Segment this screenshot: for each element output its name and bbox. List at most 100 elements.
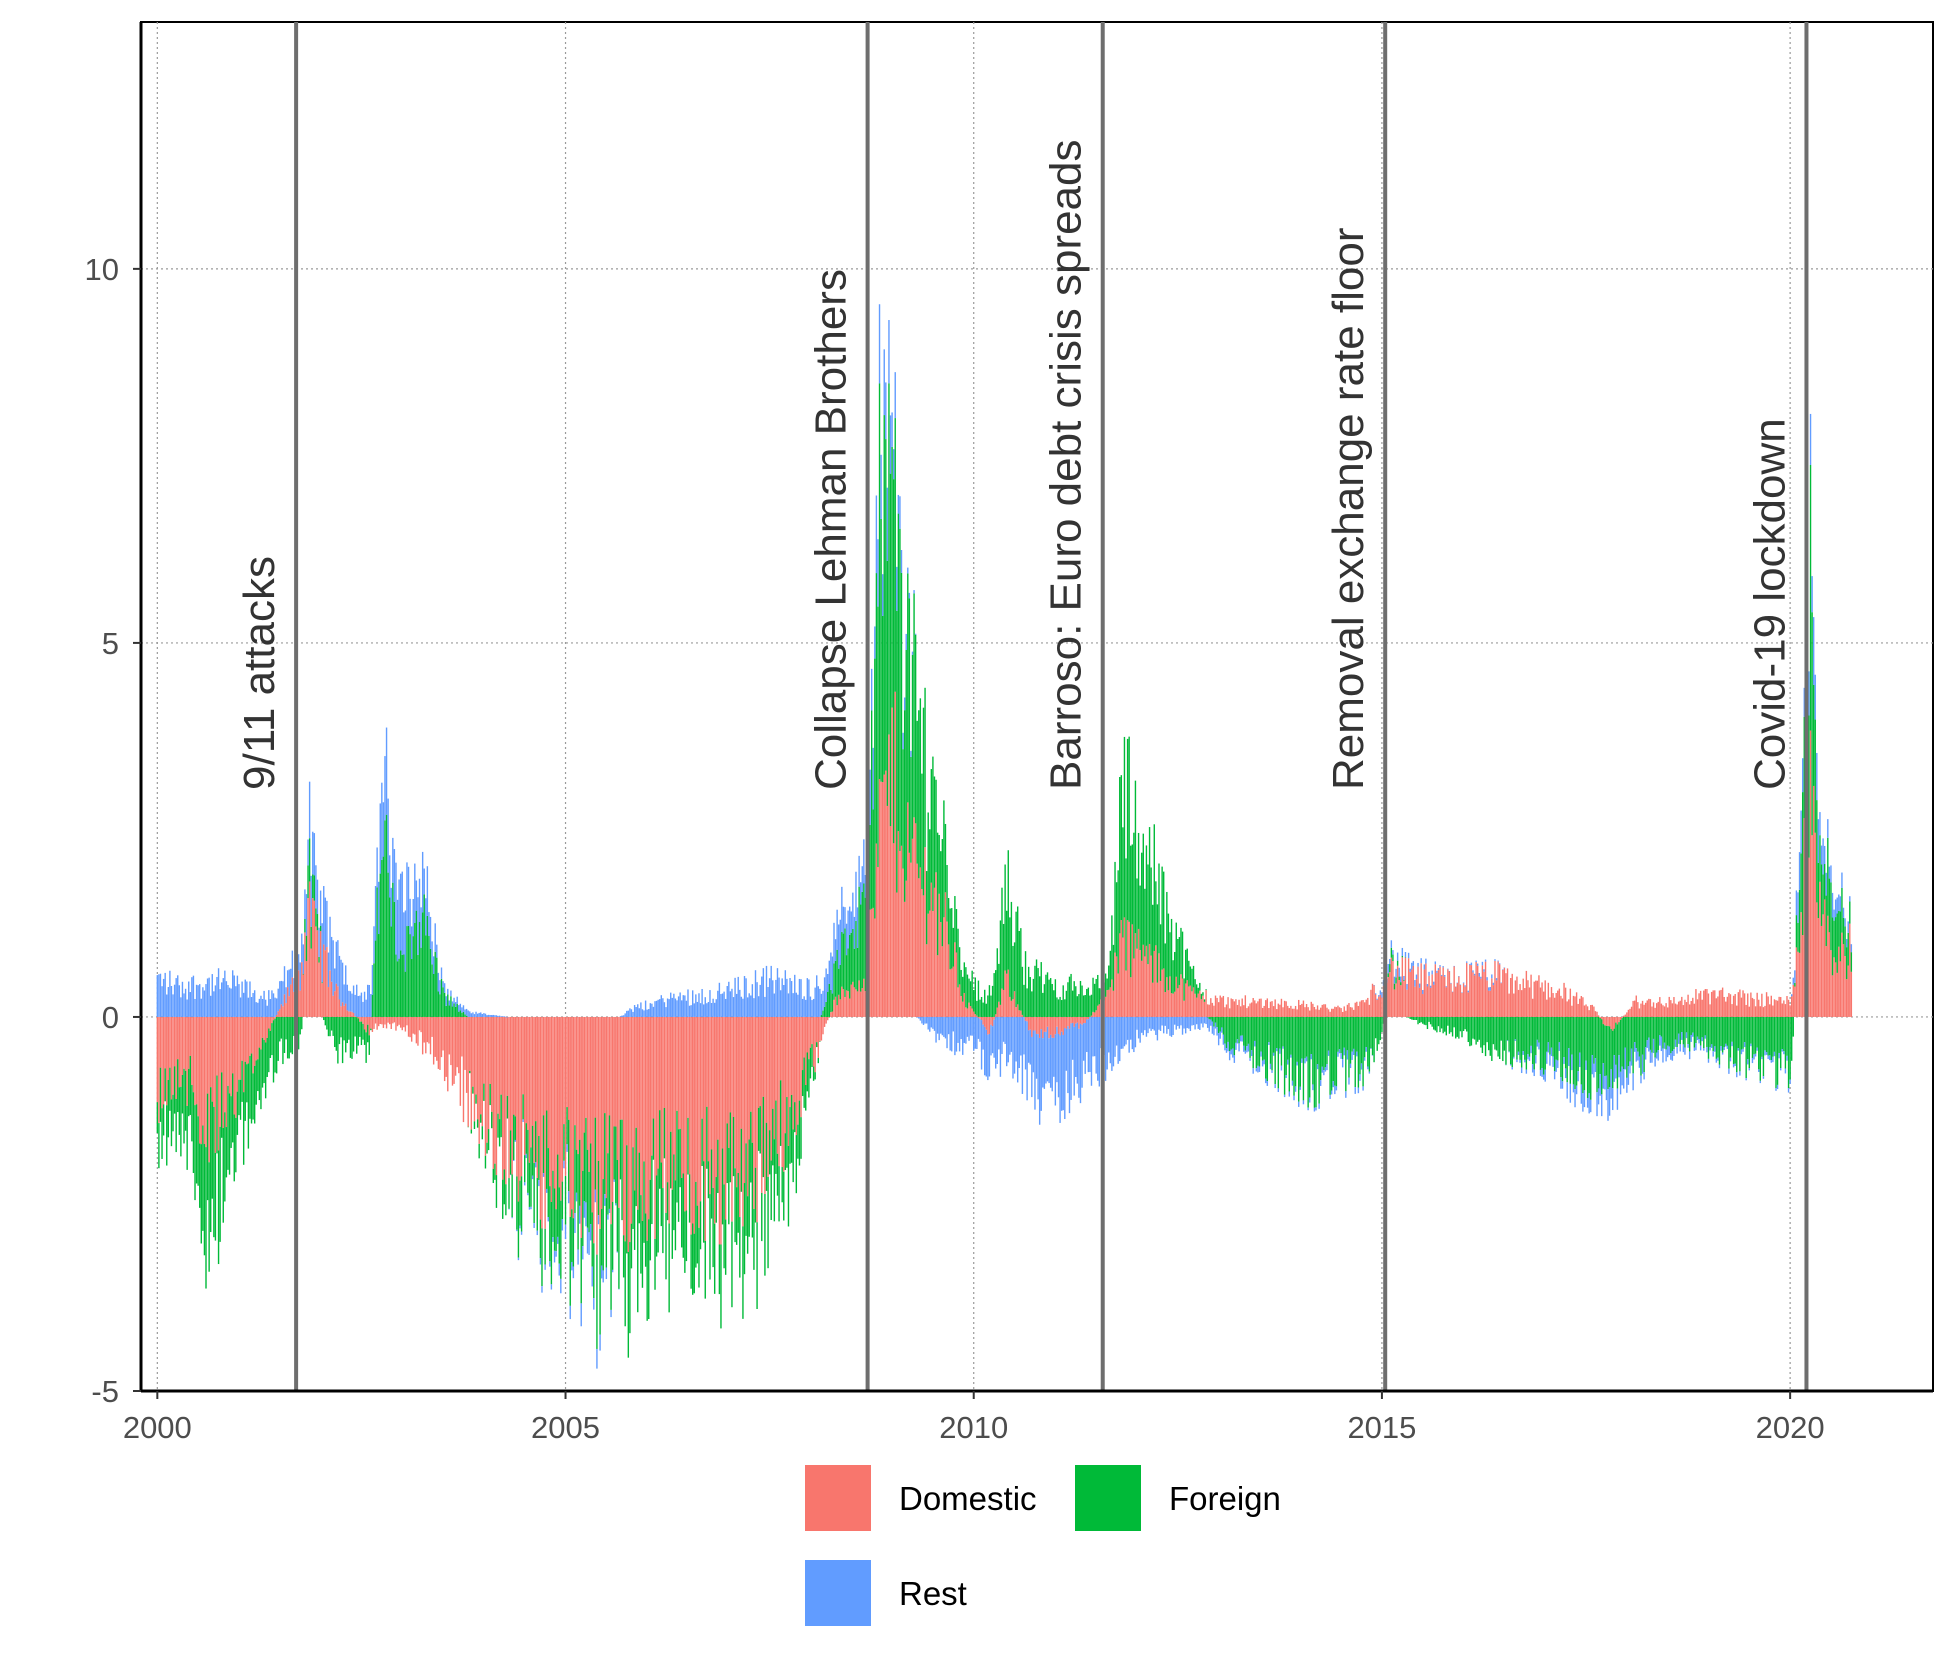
bar-foreign: [746, 1196, 749, 1254]
bar-foreign: [681, 1177, 683, 1248]
bar-domestic: [1638, 1008, 1641, 1017]
bar-domestic: [1442, 967, 1444, 1017]
bar-rest: [856, 907, 859, 948]
bar-rest: [1541, 1068, 1543, 1077]
bar-foreign: [341, 1016, 344, 1064]
bar-rest: [1604, 1076, 1606, 1090]
bar-rest: [423, 868, 425, 895]
bar-rest: [1560, 1077, 1562, 1089]
bar-rest: [1569, 1083, 1572, 1103]
bar-domestic: [1304, 1007, 1306, 1017]
bar-domestic: [764, 1016, 766, 1195]
bar-foreign: [828, 983, 830, 1017]
bar-foreign: [1500, 1016, 1502, 1041]
bar-rest: [330, 936, 333, 982]
bar-rest: [715, 999, 717, 1017]
bar-domestic: [1159, 980, 1162, 1017]
bar-rest: [1459, 984, 1462, 986]
bar-rest: [1445, 986, 1447, 988]
bar-domestic: [1315, 1009, 1317, 1017]
bar-foreign: [1811, 612, 1813, 836]
bar-foreign: [349, 1016, 352, 1058]
bar-foreign: [1298, 1016, 1300, 1102]
bar-foreign: [475, 1094, 477, 1104]
bar-rest: [1404, 952, 1407, 958]
bar-rest: [633, 1005, 636, 1017]
bar-foreign: [1378, 1016, 1380, 1045]
bar-domestic: [345, 1003, 347, 1017]
bar-domestic: [310, 948, 312, 1017]
bar-domestic: [161, 1016, 163, 1109]
bar-foreign: [286, 1016, 289, 1059]
bar-rest: [1048, 1038, 1050, 1084]
bar-rest: [280, 980, 283, 1005]
bar-domestic: [1629, 1008, 1631, 1017]
bar-domestic: [1778, 996, 1780, 1017]
bar-domestic: [297, 970, 300, 1017]
bar-rest: [373, 926, 375, 964]
bar-foreign: [670, 1131, 672, 1189]
bar-rest: [1597, 1088, 1600, 1105]
bar-domestic: [299, 990, 301, 1017]
bar-foreign: [930, 769, 933, 883]
bar-domestic: [1637, 1002, 1639, 1017]
bar-foreign: [1334, 1016, 1336, 1086]
plot-panel: [140, 21, 1934, 1392]
bar-foreign: [1450, 1016, 1452, 1033]
bar-foreign: [509, 1130, 512, 1175]
bar-rest: [916, 1016, 918, 1018]
bar-rest: [1152, 1016, 1154, 1030]
bar-foreign: [610, 1224, 612, 1310]
bar-domestic: [1740, 997, 1743, 1017]
bar-foreign: [754, 1167, 757, 1223]
bar-foreign: [806, 1052, 809, 1092]
bar-foreign: [231, 1073, 234, 1143]
bar-foreign: [1657, 1016, 1659, 1051]
bar-rest: [492, 1014, 495, 1017]
bar-foreign: [1258, 1016, 1261, 1067]
bar-foreign: [378, 934, 380, 1017]
bar-domestic: [648, 1016, 650, 1220]
bar-rest: [613, 1179, 615, 1182]
bar-rest: [604, 1194, 606, 1206]
bar-domestic: [227, 1016, 229, 1086]
bar-foreign: [1114, 861, 1116, 953]
bar-rest: [345, 965, 347, 1004]
bar-domestic: [1374, 994, 1377, 1017]
bar-rest: [1783, 1051, 1785, 1055]
bar-domestic: [1623, 1015, 1625, 1017]
bar-rest: [1279, 1048, 1281, 1054]
bar-foreign: [1362, 1016, 1364, 1087]
bar-foreign: [1591, 1016, 1594, 1056]
bar-rest: [1106, 1016, 1108, 1070]
bar-domestic: [1137, 928, 1140, 1017]
bar-rest: [414, 863, 416, 923]
bar-domestic: [1706, 989, 1708, 1017]
bar-rest: [1539, 1069, 1542, 1076]
bar-foreign: [195, 1104, 198, 1184]
bar-foreign: [1073, 981, 1075, 1017]
bar-domestic: [1572, 995, 1575, 1017]
bar-rest: [305, 894, 308, 936]
bar-rest: [275, 998, 278, 1015]
bar-foreign: [1247, 1016, 1250, 1044]
bar-domestic: [1789, 1005, 1791, 1017]
bar-domestic: [1823, 899, 1826, 1017]
bar-domestic: [396, 1016, 399, 1027]
bar-domestic: [1775, 1000, 1777, 1017]
bar-foreign: [1133, 832, 1135, 959]
bar-rest: [1536, 1039, 1539, 1047]
bar-rest: [958, 1016, 961, 1052]
bar-domestic: [1357, 1005, 1360, 1017]
bar-rest: [524, 1182, 526, 1186]
bar-domestic: [542, 1016, 545, 1116]
bar-rest: [671, 997, 673, 1017]
bar-rest: [555, 1251, 557, 1257]
bar-foreign: [1456, 1016, 1458, 1037]
bar-domestic: [1665, 1003, 1667, 1017]
bar-rest: [896, 566, 898, 611]
bar-foreign: [644, 1213, 647, 1267]
bar-domestic: [1320, 1007, 1322, 1017]
bar-rest: [602, 1270, 604, 1283]
bar-domestic: [1506, 968, 1509, 1017]
